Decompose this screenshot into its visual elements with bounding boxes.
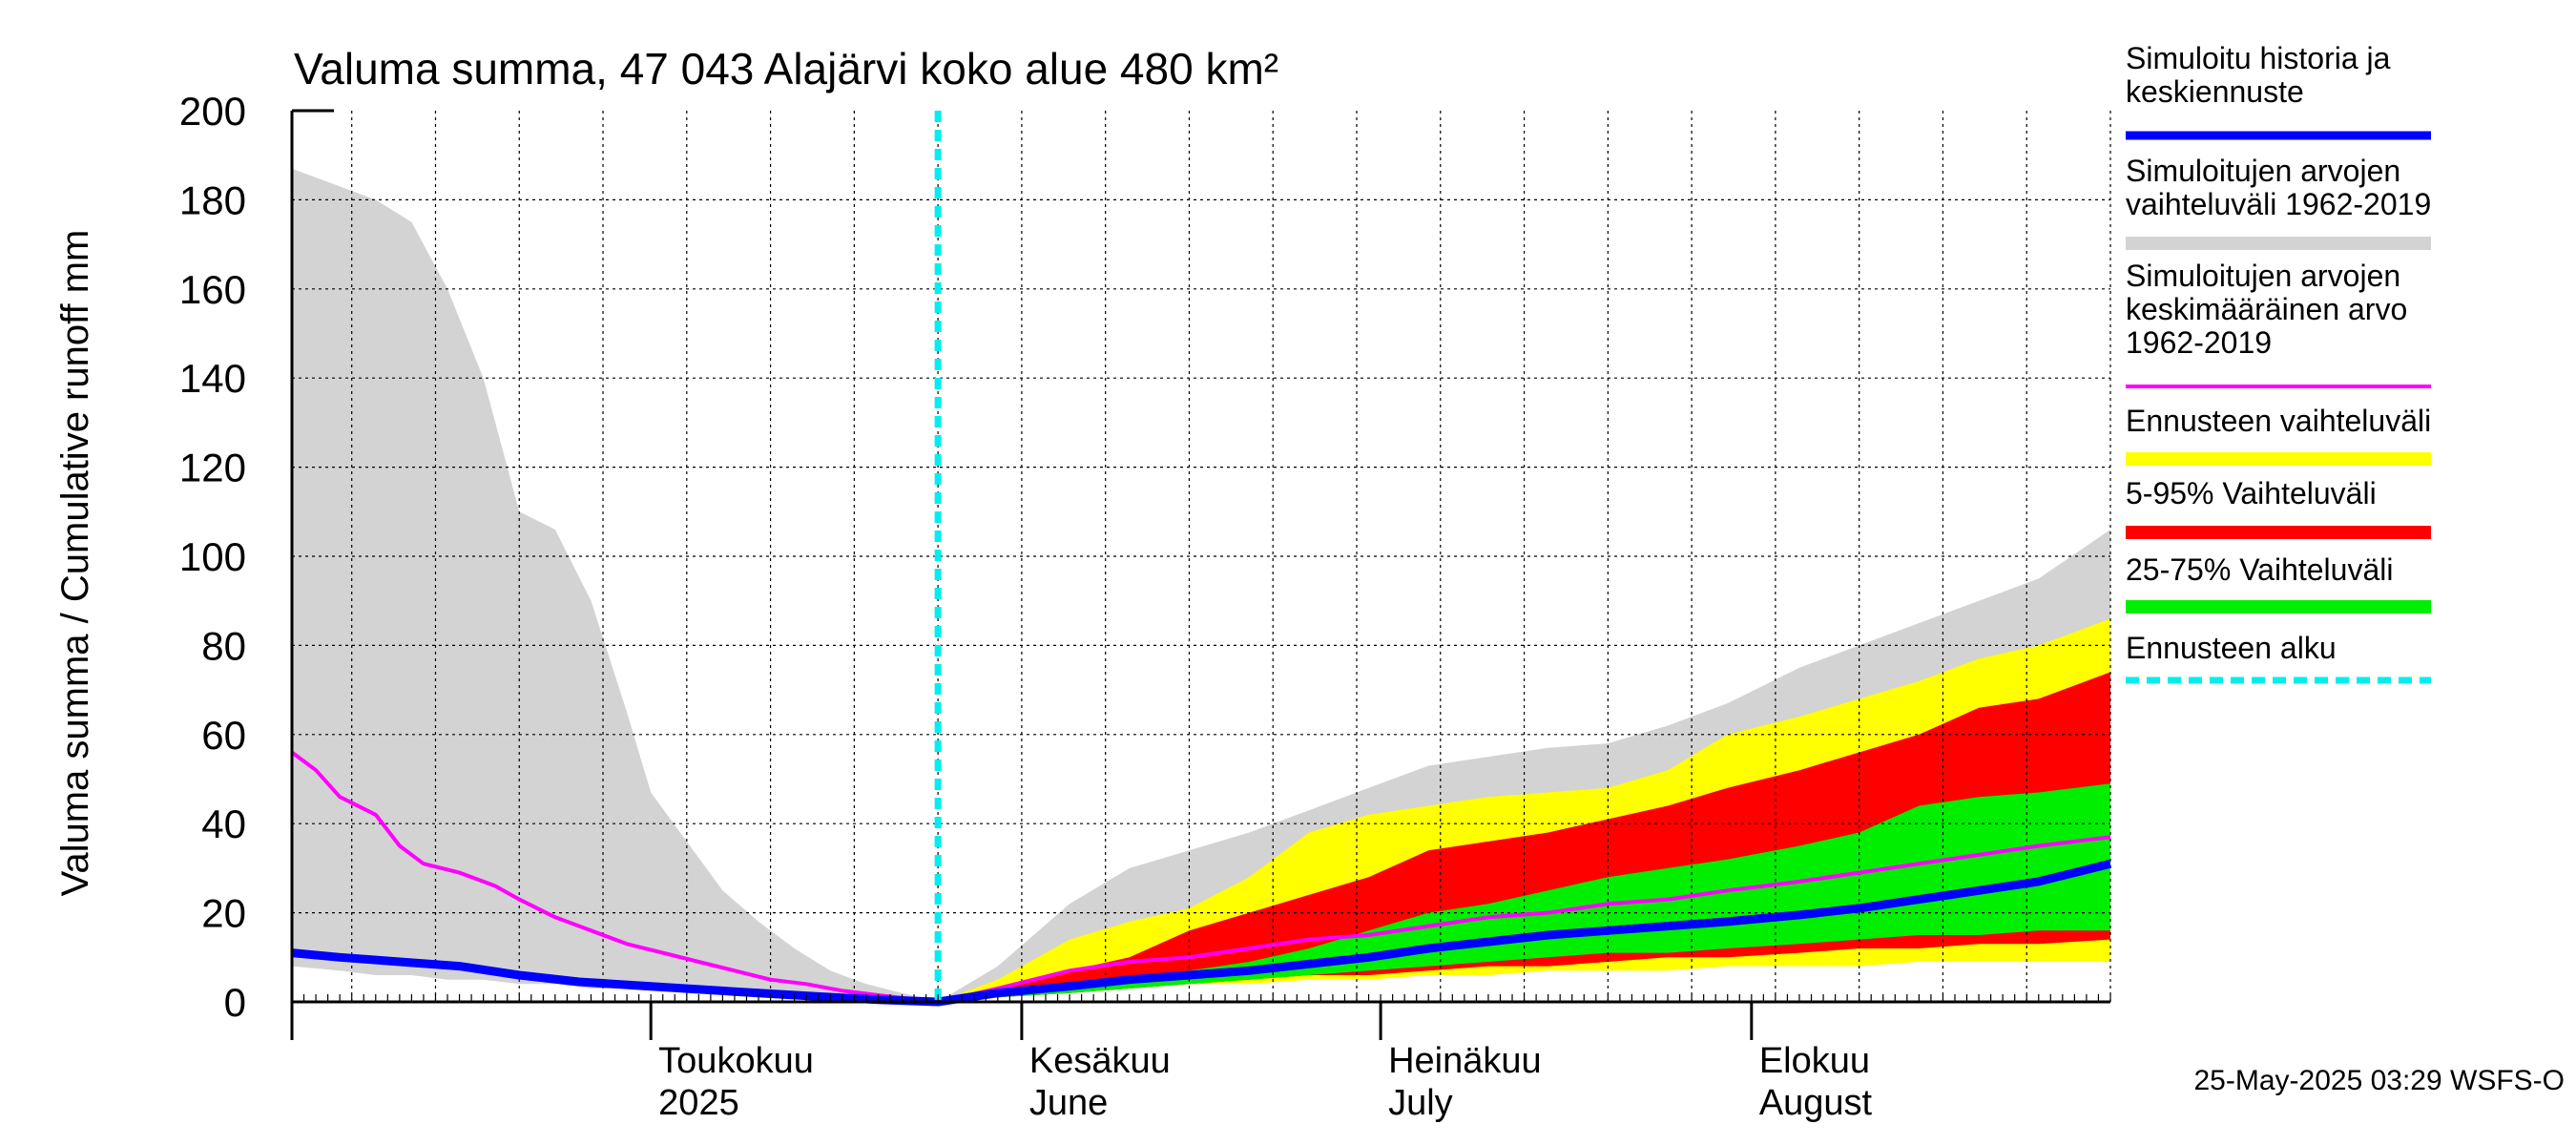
y-axis-label: Valuma summa / Cumulative runoff mm [54, 230, 96, 897]
legend-label-0-0: Simuloitu historia ja [2126, 41, 2391, 75]
legend-label-4-0: 5-95% Vaihteluväli [2126, 476, 2377, 510]
band-3 [938, 783, 2110, 1002]
legend-label-3-0: Ennusteen vaihteluväli [2126, 404, 2431, 438]
footer-timestamp: 25-May-2025 03:29 WSFS-O [2194, 1065, 2566, 1096]
y-tick-label-2: 40 [201, 802, 246, 846]
y-tick-label-8: 160 [179, 267, 246, 312]
chart-title: Valuma summa, 47 043 Alajärvi koko alue … [294, 44, 1278, 94]
month-label-en-2: July [1388, 1083, 1453, 1123]
y-tick-label-1: 20 [201, 891, 246, 936]
y-tick-label-6: 120 [179, 446, 246, 490]
month-label-1: Kesäkuu [1029, 1041, 1171, 1081]
month-label-3: Elokuu [1759, 1041, 1870, 1081]
y-tick-label-0: 0 [224, 980, 246, 1025]
month-label-en-1: June [1029, 1083, 1108, 1123]
y-tick-label-7: 140 [179, 356, 246, 401]
y-tick-label-4: 80 [201, 623, 246, 668]
series-line-1 [291, 859, 2112, 1007]
y-tick-label-5: 100 [179, 534, 246, 579]
legend-label-2-2: 1962-2019 [2126, 325, 2272, 360]
legend-label-1-0: Simuloitujen arvojen [2126, 154, 2400, 188]
y-tick-label-9: 180 [179, 177, 246, 222]
legend-label-2-0: Simuloitujen arvojen [2126, 259, 2400, 293]
legend-label-2-1: keskimääräinen arvo [2126, 292, 2407, 326]
month-label-en-0: 2025 [658, 1083, 739, 1123]
legend-label-0-1: keskiennuste [2126, 74, 2304, 109]
plot-area [292, 168, 2110, 1002]
legend-label-6-0: Ennusteen alku [2126, 631, 2337, 665]
month-label-0: Toukokuu [658, 1041, 814, 1081]
legend-label-1-1: vaihteluväli 1962-2019 [2126, 187, 2431, 221]
y-tick-label-3: 60 [201, 713, 246, 758]
grid [292, 111, 2111, 1002]
y-tick-label-10: 200 [179, 89, 246, 134]
legend-label-5-0: 25-75% Vaihteluväli [2126, 552, 2393, 587]
month-label-en-3: August [1759, 1083, 1873, 1123]
month-label-2: Heinäkuu [1388, 1041, 1542, 1081]
